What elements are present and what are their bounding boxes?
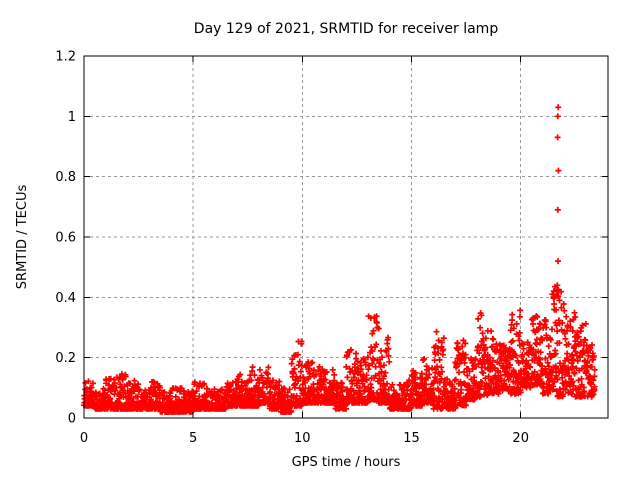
y-tick-label: 0.4 — [55, 291, 76, 306]
x-tick-label: 10 — [294, 431, 311, 446]
y-tick-label: 0.6 — [55, 231, 76, 246]
y-tick-label: 1.2 — [55, 50, 76, 65]
x-tick-label: 20 — [512, 431, 529, 446]
y-axis-label: SRMTID / TECUs — [15, 185, 30, 290]
y-tick-label: 1 — [68, 110, 76, 125]
y-tick-label: 0 — [68, 412, 76, 427]
y-tick-label: 0.8 — [55, 170, 76, 185]
grid-lines — [84, 56, 608, 418]
x-tick-label: 0 — [80, 431, 88, 446]
tick-labels: 0 5 10 15 20 0 0.2 0.4 0.6 0.8 1 1.2 — [55, 50, 529, 447]
y-tick-label: 0.2 — [55, 351, 76, 366]
x-tick-label: 5 — [189, 431, 197, 446]
x-axis-label: GPS time / hours — [292, 455, 401, 470]
axes-border-and-ticks — [83, 55, 609, 419]
x-tick-label: 15 — [403, 431, 420, 446]
chart-title: Day 129 of 2021, SRMTID for receiver lam… — [194, 21, 499, 37]
